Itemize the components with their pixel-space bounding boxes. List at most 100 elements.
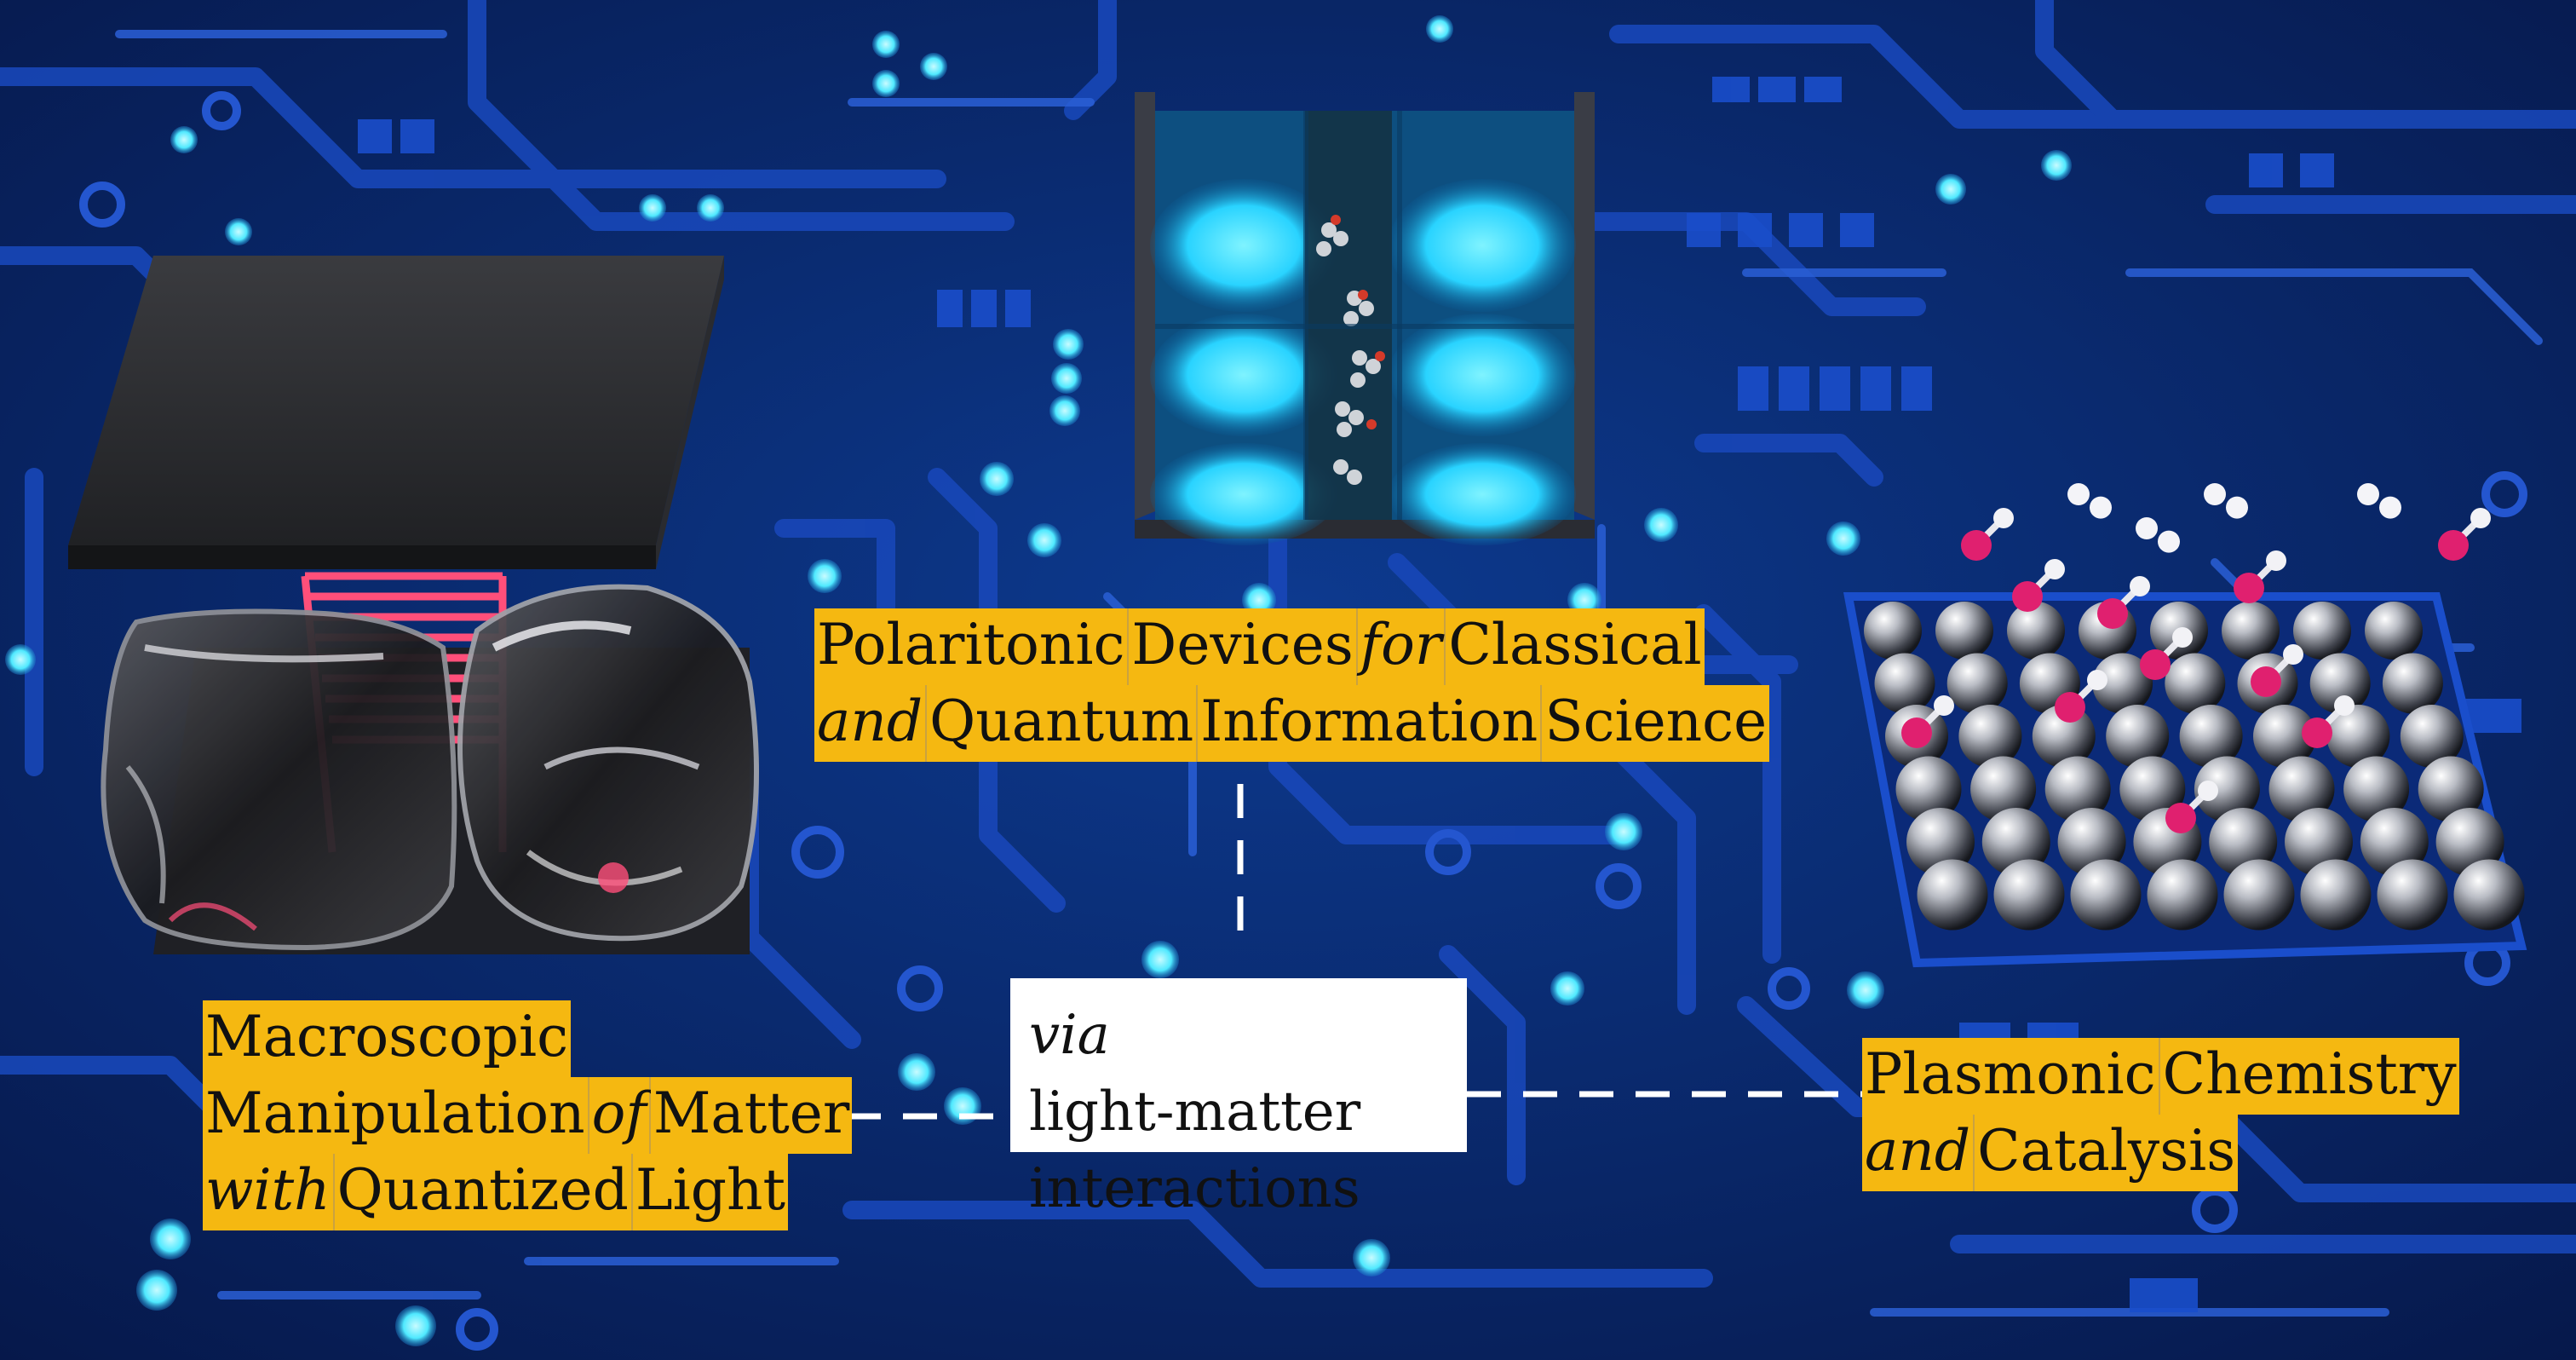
metal-atom bbox=[1874, 653, 1935, 714]
molecule-atom bbox=[2379, 496, 2401, 519]
metal-atom bbox=[2223, 859, 2295, 931]
molecule-atom bbox=[2067, 483, 2090, 505]
molecule-atom bbox=[2055, 692, 2085, 723]
metal-atom bbox=[2293, 602, 2351, 660]
label-light-matter-interactions: via light-matter interactions bbox=[1010, 978, 1467, 1220]
quantized-light-device bbox=[68, 256, 759, 954]
metal-atom bbox=[1895, 756, 1962, 822]
metal-atom bbox=[1946, 653, 2008, 714]
metal-atom bbox=[2222, 602, 2280, 660]
molecule-atom bbox=[2172, 627, 2193, 648]
metal-atom bbox=[2360, 808, 2429, 876]
label-word: light-matter bbox=[1029, 1081, 1361, 1144]
molecule-atom bbox=[2087, 670, 2107, 690]
label-word: of bbox=[589, 1077, 651, 1154]
molecule-atom bbox=[2251, 666, 2281, 697]
metal-atom bbox=[2032, 705, 2096, 768]
label-word: Devices bbox=[1129, 608, 1358, 685]
metal-atom bbox=[2377, 859, 2448, 931]
molecule-atom bbox=[1961, 530, 1992, 561]
molecule-atom bbox=[2090, 496, 2112, 519]
metal-atom bbox=[2194, 756, 2260, 822]
molecule-atom bbox=[2130, 576, 2150, 596]
metal-atom bbox=[2044, 756, 2111, 822]
molecule-atom bbox=[2158, 530, 2180, 553]
metal-atom bbox=[1917, 859, 1988, 931]
molecule-atom bbox=[2165, 803, 2196, 833]
molecule-atom bbox=[2357, 483, 2379, 505]
molecule-atom bbox=[2283, 644, 2303, 665]
molecule-atom bbox=[2136, 517, 2158, 539]
metal-atom bbox=[2119, 756, 2186, 822]
label-word: for bbox=[1357, 608, 1446, 685]
metal-atom bbox=[2435, 808, 2504, 876]
molecule-atom bbox=[2140, 649, 2171, 680]
label-macroscopic-manipulation: Macroscopic Manipulation of Matter with … bbox=[203, 1000, 853, 1230]
molecule-atom bbox=[1901, 717, 1932, 748]
label-word: and bbox=[814, 685, 928, 762]
metal-atom bbox=[2309, 653, 2371, 714]
metal-atom bbox=[1864, 602, 1922, 660]
label-polaritonic-devices: Polaritonic Devices for Classical and Qu… bbox=[814, 608, 1770, 762]
label-word: and bbox=[1862, 1115, 1975, 1191]
metal-atom bbox=[2165, 653, 2226, 714]
metal-atom bbox=[1970, 756, 2037, 822]
molecule-atom bbox=[2012, 581, 2043, 612]
metal-atom bbox=[2179, 705, 2243, 768]
metal-atom bbox=[1935, 602, 1993, 660]
metal-atom bbox=[2285, 808, 2353, 876]
label-word: Quantum bbox=[927, 685, 1199, 762]
label-word: Macroscopic bbox=[203, 1000, 572, 1077]
molecule-atom bbox=[2470, 508, 2491, 528]
metal-atom bbox=[2453, 859, 2525, 931]
metal-atom bbox=[2106, 705, 2170, 768]
metal-atom bbox=[1993, 859, 2065, 931]
molecule-atom bbox=[2334, 695, 2355, 716]
label-word: Matter bbox=[650, 1077, 853, 1154]
molecule-atom bbox=[1934, 695, 1954, 716]
molecule-atom bbox=[2204, 483, 2226, 505]
metal-atom bbox=[2418, 756, 2484, 822]
molecule-atom bbox=[2438, 530, 2469, 561]
metal-atom bbox=[2070, 859, 2142, 931]
metal-atom bbox=[2092, 653, 2153, 714]
molecule-atom bbox=[2097, 598, 2128, 629]
metal-atom bbox=[2209, 808, 2278, 876]
label-word: via bbox=[1029, 1004, 1110, 1067]
label-word: Chemistry bbox=[2159, 1038, 2459, 1115]
molecule-atom bbox=[2198, 781, 2218, 801]
metal-atom bbox=[2268, 756, 2335, 822]
label-word: with bbox=[203, 1154, 335, 1230]
metal-atom bbox=[1958, 705, 2022, 768]
molecule-atom bbox=[2266, 550, 2286, 571]
metal-atom bbox=[2382, 653, 2443, 714]
metal-atom bbox=[2300, 859, 2372, 931]
plasmonic-surface bbox=[1843, 483, 2527, 968]
label-word: Catalysis bbox=[1975, 1115, 2239, 1191]
label-word: Science bbox=[1542, 685, 1770, 762]
label-word: interactions bbox=[1029, 1157, 1360, 1220]
label-word: Quantized bbox=[334, 1154, 633, 1230]
label-word: Classical bbox=[1446, 608, 1705, 685]
label-word: Plasmonic bbox=[1862, 1038, 2160, 1115]
metal-atom bbox=[2365, 602, 2423, 660]
molecule-atom bbox=[2044, 559, 2065, 579]
metal-atom bbox=[2326, 705, 2390, 768]
molecule-atom bbox=[2226, 496, 2248, 519]
molecule-atom bbox=[2302, 717, 2332, 748]
molecule-atom bbox=[1993, 508, 2014, 528]
metal-atom bbox=[2057, 808, 2126, 876]
optical-cavity bbox=[1135, 92, 1595, 545]
metal-atom bbox=[2253, 705, 2316, 768]
metal-atom bbox=[1906, 808, 1975, 876]
metal-atom bbox=[1981, 808, 2050, 876]
label-word: Light bbox=[632, 1154, 789, 1230]
label-word: Information bbox=[1198, 685, 1543, 762]
metal-atom bbox=[2343, 756, 2410, 822]
label-word: Manipulation bbox=[203, 1077, 589, 1154]
metal-atom bbox=[2147, 859, 2218, 931]
metal-atom bbox=[2007, 602, 2065, 660]
metal-atom bbox=[2400, 705, 2464, 768]
